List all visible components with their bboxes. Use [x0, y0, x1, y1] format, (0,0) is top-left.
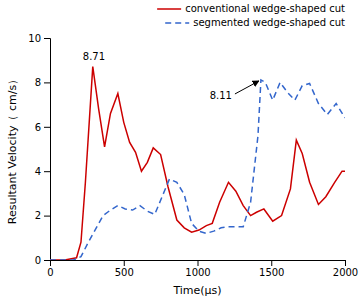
- x-tick-mark: [345, 260, 346, 266]
- y-axis-title: Resultant Velocity（ cm/s）: [6, 74, 19, 224]
- series-line: [50, 67, 345, 260]
- y-tick: 0: [35, 255, 50, 266]
- legend-label: segmented wedge-shaped cut: [193, 17, 345, 28]
- annotations: 8.71 8.11: [83, 51, 259, 101]
- y-tick-mark: [44, 127, 50, 128]
- y-tick-label: 2: [35, 210, 41, 221]
- legend-item: conventional wedge-shaped cut: [157, 3, 345, 14]
- x-tick-label: 1500: [259, 267, 284, 278]
- x-tick: 1500: [259, 260, 284, 278]
- y-tick-label: 10: [28, 33, 41, 44]
- legend-swatch: [165, 22, 189, 24]
- y-tick: 10: [28, 33, 50, 44]
- legend-item: segmented wedge-shaped cut: [165, 17, 345, 28]
- x-axis-title: Time(μs): [172, 284, 221, 297]
- x-tick-label: 2000: [333, 267, 358, 278]
- y-tick-mark: [44, 260, 50, 261]
- y-tick-mark: [44, 82, 50, 83]
- y-tick-mark: [44, 38, 50, 39]
- y-axis-line: [44, 39, 51, 261]
- x-tick: 500: [115, 260, 134, 278]
- x-tick-mark: [124, 260, 125, 266]
- x-tick-label: 0: [47, 267, 53, 278]
- x-tick-label: 500: [115, 267, 134, 278]
- y-tick-mark: [44, 171, 50, 172]
- annotation: 8.11: [210, 90, 232, 101]
- y-tick: 6: [35, 122, 50, 133]
- x-tick: 0: [47, 260, 53, 278]
- x-axis: 0 500 1000 1500 2000: [47, 260, 358, 278]
- series-line: [50, 80, 345, 260]
- y-tick-label: 6: [35, 122, 41, 133]
- y-tick-mark: [44, 216, 50, 217]
- x-axis-line: [51, 261, 346, 267]
- plot: 0 500 1000 1500 2000 0 2 4 6 8 10 8.71 8.11: [28, 33, 358, 278]
- annotation: 8.71: [83, 51, 105, 62]
- annotation-arrow: [235, 81, 259, 94]
- chart: 0 500 1000 1500 2000 0 2 4 6 8 10 8.71 8.11 Time(μs) R…: [0, 0, 363, 300]
- y-tick: 4: [35, 166, 50, 177]
- x-tick-mark: [271, 260, 272, 266]
- y-axis: 0 2 4 6 8 10: [28, 33, 50, 266]
- x-tick: 1000: [185, 260, 210, 278]
- x-tick-label: 1000: [185, 267, 210, 278]
- x-tick-mark: [198, 260, 199, 266]
- legend: conventional wedge-shaped cut segmented w…: [157, 3, 345, 28]
- y-tick-label: 0: [35, 255, 41, 266]
- legend-swatch: [157, 8, 181, 10]
- lines: [50, 67, 345, 260]
- legend-label: conventional wedge-shaped cut: [185, 3, 345, 14]
- y-tick-label: 4: [35, 166, 41, 177]
- y-tick: 8: [35, 77, 50, 88]
- y-tick: 2: [35, 210, 50, 221]
- y-tick-label: 8: [35, 77, 41, 88]
- x-tick: 2000: [333, 260, 358, 278]
